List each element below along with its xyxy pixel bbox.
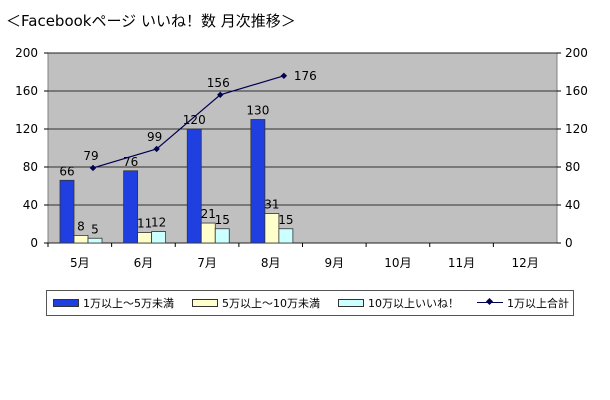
x-tick-label: 12月 [512, 256, 539, 270]
bar-1 [59, 179, 75, 244]
chart-title: ＜Facebookページ いいね！数 月次推移＞ [6, 12, 296, 30]
y-tick-label-right: 120 [565, 122, 588, 136]
x-tick-label: 6月 [134, 256, 154, 270]
data-label-series-3: 12 [151, 216, 166, 230]
line-point [280, 72, 288, 79]
x-tick-label: 8月 [261, 256, 281, 270]
bar-3 [278, 228, 294, 244]
bar-1 [250, 119, 266, 244]
data-label-series-1: 120 [183, 113, 206, 127]
y-tick-label-right: 160 [565, 84, 588, 98]
legend-label-series-3: 10万以上いいね！ [368, 297, 459, 310]
data-label-series-1: 66 [59, 164, 74, 178]
legend-label-series-4: 1万以上合計 [507, 297, 569, 310]
data-label-line: 176 [294, 69, 317, 83]
legend-label-series-2: 5万以上～10万未満 [222, 297, 320, 310]
y-tick-label-right: 40 [565, 198, 580, 212]
y-tick-label-left: 120 [15, 122, 38, 136]
data-label-series-3: 5 [91, 222, 99, 236]
data-label-series-3: 15 [278, 213, 293, 227]
bar-1 [123, 170, 139, 244]
legend-line-marker-icon [477, 299, 503, 307]
line-point [217, 91, 224, 98]
bar-3 [151, 231, 167, 244]
legend-swatch-series-3 [338, 299, 364, 307]
legend-item-series-3: 10万以上いいね！ [338, 295, 459, 311]
data-label-series-2: 8 [77, 219, 85, 233]
x-tick-label: 9月 [324, 256, 344, 270]
bar-3 [87, 237, 103, 244]
legend-label-series-1: 1万以上～5万未満 [83, 297, 174, 310]
bar-1 [186, 128, 202, 244]
data-label-series-3: 15 [215, 213, 230, 227]
legend: 1万以上～5万未満 5万以上～10万未満 10万以上いいね！ 1万以上合計 [46, 290, 574, 316]
bar-2 [200, 222, 216, 244]
x-tick-label: 7月 [197, 256, 217, 270]
data-label-series-2: 31 [264, 198, 279, 212]
data-label-series-2: 21 [201, 207, 216, 221]
line-point [153, 145, 160, 153]
bar-2 [264, 213, 280, 244]
data-label-series-1: 130 [246, 104, 269, 118]
y-tick-label-right: 200 [565, 46, 588, 60]
x-tick-label: 10月 [384, 256, 411, 270]
y-tick-label-left: 160 [15, 84, 38, 98]
legend-swatch-series-2 [192, 299, 218, 307]
legend-swatch-series-1 [53, 299, 79, 307]
y-tick-label-left: 40 [23, 198, 38, 212]
data-label-line: 79 [83, 149, 98, 163]
data-label-line: 99 [147, 130, 162, 144]
x-tick-label: 5月 [70, 256, 90, 270]
y-tick-label-left: 80 [23, 160, 38, 174]
x-tick-label: 11月 [448, 256, 475, 270]
bar-3 [214, 228, 230, 244]
line-point [89, 164, 97, 172]
bar-2 [73, 234, 89, 244]
legend-item-series-2: 5万以上～10万未満 [192, 295, 320, 311]
bar-2 [137, 232, 153, 244]
legend-item-series-4: 1万以上合計 [477, 295, 569, 311]
line-series [92, 75, 285, 169]
y-tick-label-left: 200 [15, 46, 38, 60]
data-label-series-2: 11 [137, 217, 152, 231]
data-label-line: 156 [207, 76, 230, 90]
y-tick-label-right: 0 [565, 236, 573, 250]
y-tick-label-right: 80 [565, 160, 580, 174]
y-tick-label-left: 0 [30, 236, 38, 250]
legend-item-series-1: 1万以上～5万未満 [53, 295, 174, 311]
